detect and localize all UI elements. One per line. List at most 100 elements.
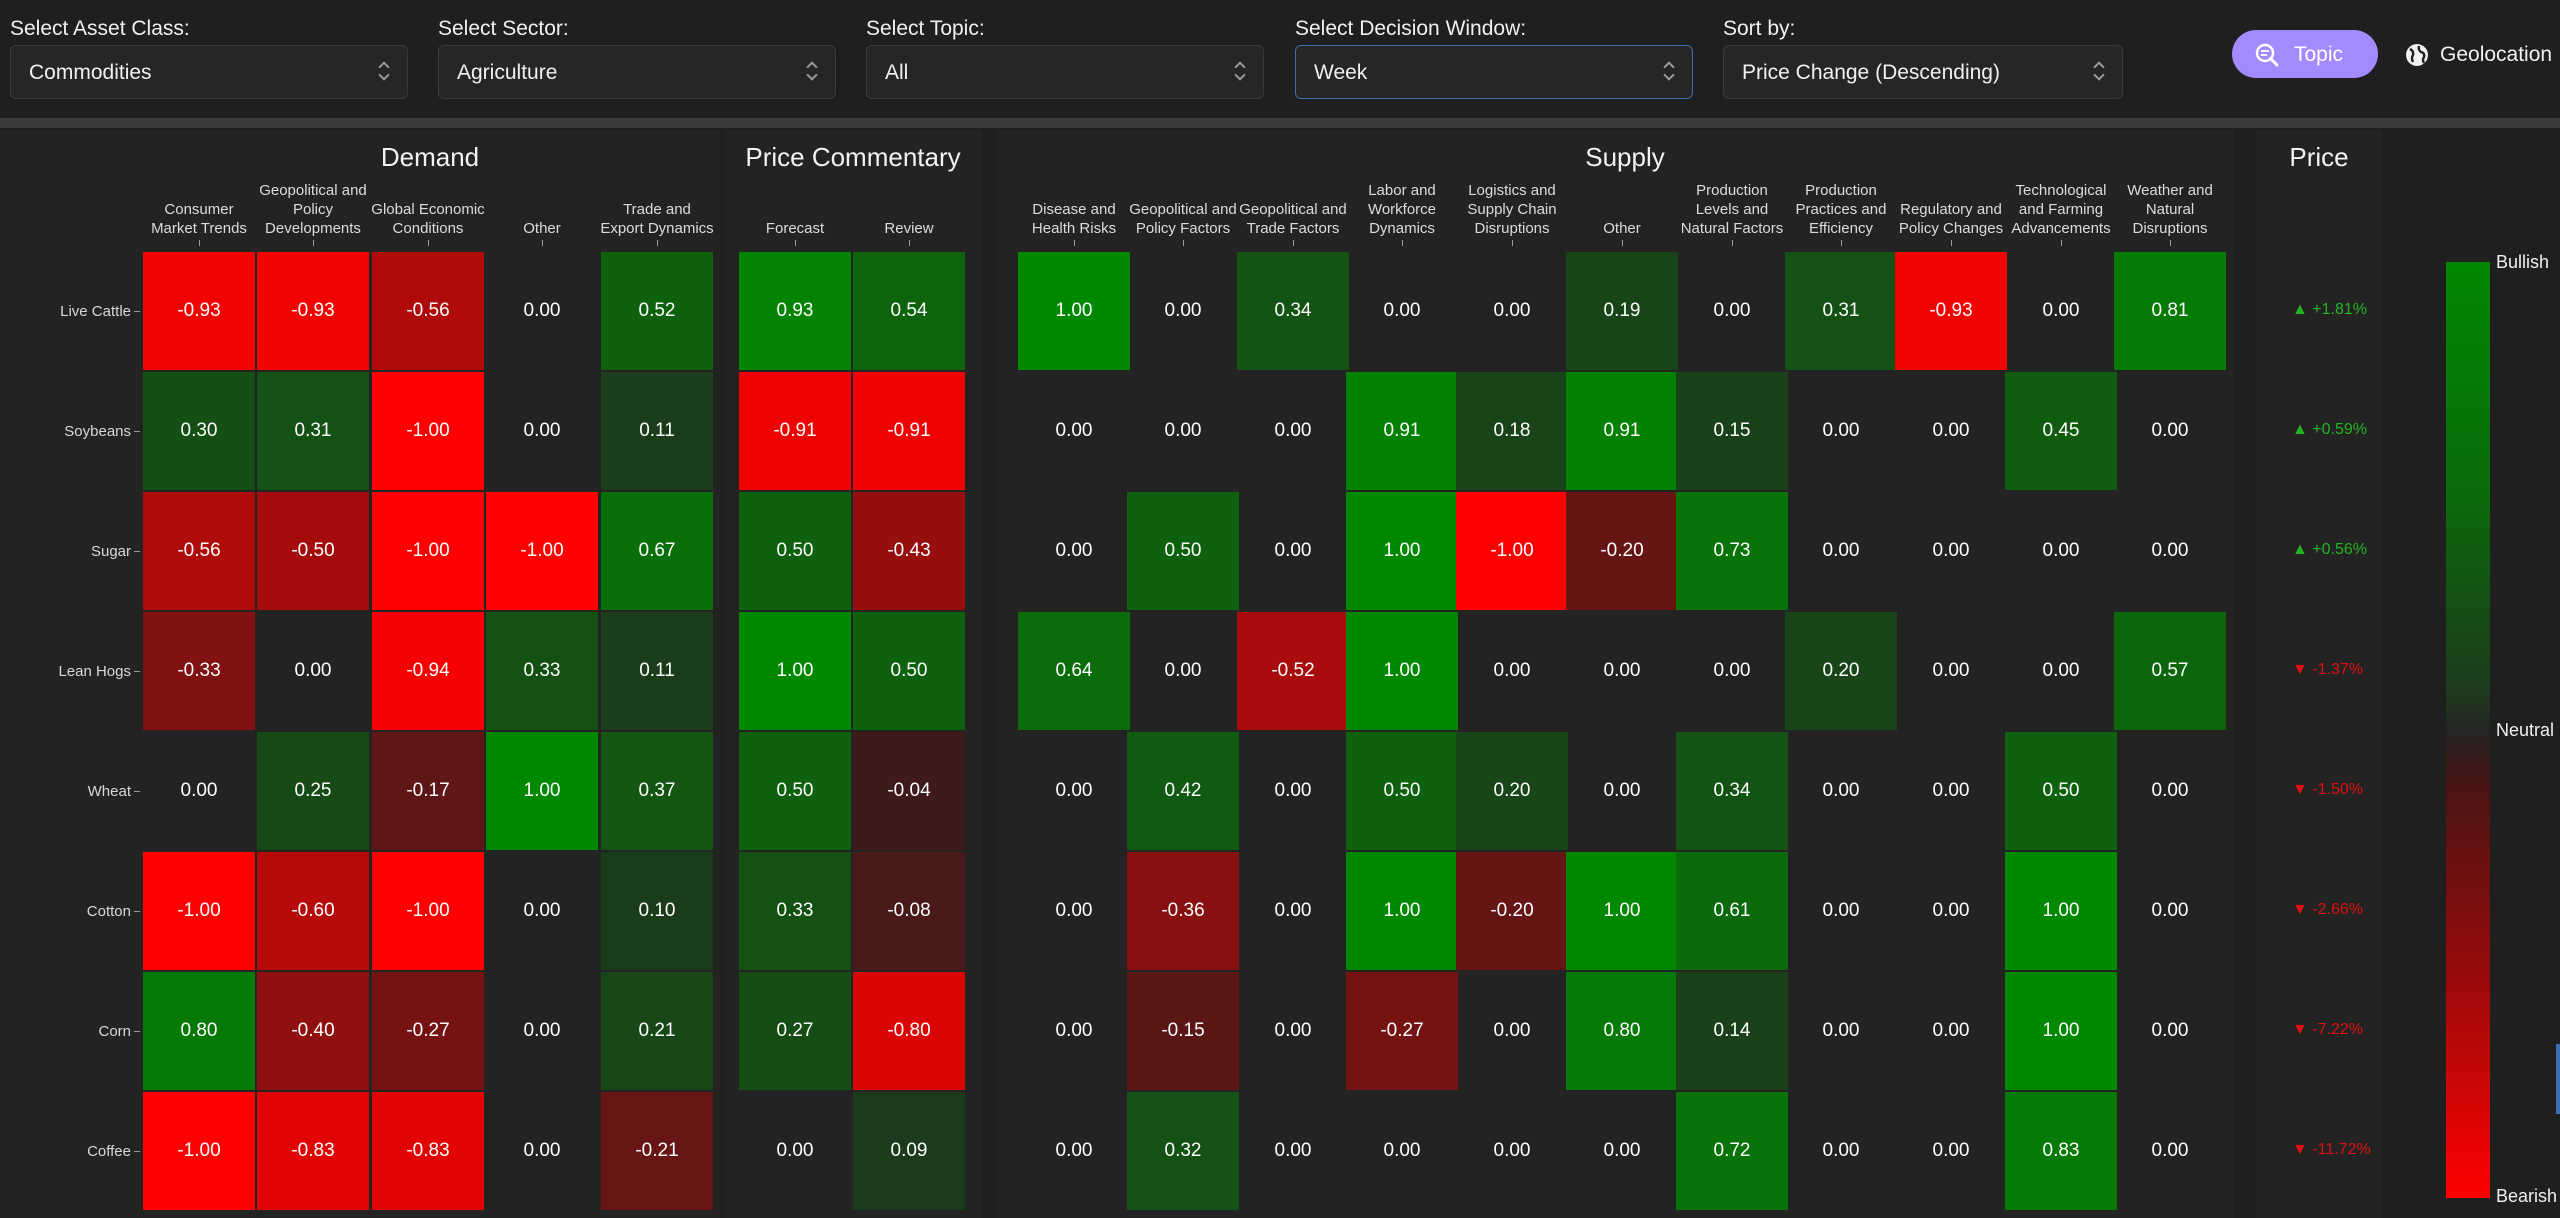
heatmap-cell[interactable]: 1.00	[486, 732, 598, 850]
heatmap-cell[interactable]: 0.00	[2042, 660, 2080, 681]
scroll-indicator[interactable]	[2556, 1044, 2560, 1114]
heatmap-cell[interactable]: 0.00	[1932, 780, 1970, 801]
heatmap-cell[interactable]: -0.08	[853, 852, 965, 970]
heatmap-cell[interactable]: 1.00	[1566, 852, 1678, 970]
heatmap-cell[interactable]: -0.52	[1237, 612, 1349, 730]
heatmap-cell[interactable]: 0.00	[1493, 660, 1531, 681]
heatmap-cell[interactable]: 0.00	[1493, 1140, 1531, 1161]
heatmap-cell[interactable]: 0.00	[1932, 420, 1970, 441]
heatmap-cell[interactable]: 0.00	[1932, 1140, 1970, 1161]
heatmap-cell[interactable]: 0.00	[180, 780, 218, 801]
heatmap-cell[interactable]: -0.33	[143, 612, 255, 730]
heatmap-cell[interactable]: -0.36	[1127, 852, 1239, 970]
heatmap-cell[interactable]: 0.00	[1274, 900, 1312, 921]
heatmap-cell[interactable]: -0.93	[143, 252, 255, 370]
geolocation-view-button[interactable]: Geolocation	[2378, 30, 2552, 78]
sector-select[interactable]: Agriculture	[438, 45, 836, 99]
heatmap-cell[interactable]: 1.00	[1346, 852, 1458, 970]
heatmap-cell[interactable]: 0.37	[601, 732, 713, 850]
heatmap-cell[interactable]: 0.00	[1822, 900, 1860, 921]
heatmap-cell[interactable]: 0.00	[1383, 1140, 1421, 1161]
heatmap-cell[interactable]: 0.52	[601, 252, 713, 370]
heatmap-cell[interactable]: 0.00	[523, 420, 561, 441]
heatmap-cell[interactable]: 0.00	[1932, 1020, 1970, 1041]
heatmap-cell[interactable]: 0.81	[2114, 252, 2226, 370]
heatmap-cell[interactable]: 0.00	[1055, 900, 1093, 921]
heatmap-cell[interactable]: 0.31	[257, 372, 369, 490]
asset-class-select[interactable]: Commodities	[10, 45, 408, 99]
heatmap-cell[interactable]: 0.45	[2005, 372, 2117, 490]
heatmap-cell[interactable]: 0.50	[1346, 732, 1458, 850]
heatmap-cell[interactable]: 0.00	[1164, 660, 1202, 681]
heatmap-cell[interactable]: -0.60	[257, 852, 369, 970]
heatmap-cell[interactable]: 0.27	[739, 972, 851, 1090]
heatmap-cell[interactable]: 0.34	[1676, 732, 1788, 850]
heatmap-cell[interactable]: -0.83	[372, 1092, 484, 1210]
heatmap-cell[interactable]: 0.00	[1822, 780, 1860, 801]
heatmap-cell[interactable]: 0.00	[1822, 1020, 1860, 1041]
heatmap-cell[interactable]: 0.93	[739, 252, 851, 370]
heatmap-cell[interactable]: -0.93	[1895, 252, 2007, 370]
heatmap-cell[interactable]: -0.27	[1346, 972, 1458, 1090]
heatmap-cell[interactable]: -0.27	[372, 972, 484, 1090]
heatmap-cell[interactable]: 0.00	[523, 900, 561, 921]
heatmap-cell[interactable]: 0.91	[1566, 372, 1678, 490]
heatmap-cell[interactable]: 0.15	[1676, 372, 1788, 490]
heatmap-cell[interactable]: 0.34	[1237, 252, 1349, 370]
heatmap-cell[interactable]: 1.00	[2005, 972, 2117, 1090]
heatmap-cell[interactable]: -0.80	[853, 972, 965, 1090]
heatmap-cell[interactable]: -0.50	[257, 492, 369, 610]
heatmap-cell[interactable]: 0.33	[739, 852, 851, 970]
heatmap-cell[interactable]: -0.43	[853, 492, 965, 610]
heatmap-cell[interactable]: 0.21	[601, 972, 713, 1090]
heatmap-cell[interactable]: 0.00	[1164, 300, 1202, 321]
heatmap-cell[interactable]: 0.30	[143, 372, 255, 490]
heatmap-cell[interactable]: 0.00	[1055, 420, 1093, 441]
heatmap-cell[interactable]: 0.31	[1785, 252, 1897, 370]
heatmap-cell[interactable]: -0.93	[257, 252, 369, 370]
heatmap-cell[interactable]: 0.00	[523, 1140, 561, 1161]
heatmap-cell[interactable]: 0.00	[1493, 1020, 1531, 1041]
heatmap-cell[interactable]: 0.42	[1127, 732, 1239, 850]
heatmap-cell[interactable]: 0.83	[2005, 1092, 2117, 1210]
heatmap-cell[interactable]: 0.00	[1603, 1140, 1641, 1161]
heatmap-cell[interactable]: 0.00	[1274, 1020, 1312, 1041]
heatmap-cell[interactable]: 0.25	[257, 732, 369, 850]
heatmap-cell[interactable]: 0.80	[1566, 972, 1678, 1090]
heatmap-cell[interactable]: 0.19	[1566, 252, 1678, 370]
topic-view-button[interactable]: Topic	[2232, 30, 2378, 78]
heatmap-cell[interactable]: 0.61	[1676, 852, 1788, 970]
heatmap-cell[interactable]: -0.56	[372, 252, 484, 370]
heatmap-cell[interactable]: 0.33	[486, 612, 598, 730]
heatmap-cell[interactable]: 0.00	[1713, 300, 1751, 321]
heatmap-cell[interactable]: 0.00	[2151, 1020, 2189, 1041]
heatmap-cell[interactable]: 0.11	[601, 372, 713, 490]
heatmap-cell[interactable]: 0.00	[1822, 1140, 1860, 1161]
heatmap-cell[interactable]: 0.00	[2151, 780, 2189, 801]
heatmap-cell[interactable]: 1.00	[1346, 492, 1458, 610]
heatmap-cell[interactable]: 0.20	[1456, 732, 1568, 850]
heatmap-cell[interactable]: 0.00	[1274, 780, 1312, 801]
heatmap-cell[interactable]: 0.00	[1055, 1020, 1093, 1041]
heatmap-cell[interactable]: -0.04	[853, 732, 965, 850]
heatmap-cell[interactable]: 0.72	[1676, 1092, 1788, 1210]
heatmap-cell[interactable]: 0.20	[1785, 612, 1897, 730]
heatmap-cell[interactable]: -1.00	[1456, 492, 1568, 610]
heatmap-cell[interactable]: 0.80	[143, 972, 255, 1090]
topic-select[interactable]: All	[866, 45, 1264, 99]
heatmap-cell[interactable]: 0.00	[1274, 1140, 1312, 1161]
heatmap-cell[interactable]: 0.00	[523, 300, 561, 321]
heatmap-cell[interactable]: 0.73	[1676, 492, 1788, 610]
heatmap-cell[interactable]: 0.11	[601, 612, 713, 730]
heatmap-cell[interactable]: 0.00	[2151, 900, 2189, 921]
heatmap-cell[interactable]: 1.00	[1346, 612, 1458, 730]
heatmap-cell[interactable]: -0.91	[739, 372, 851, 490]
heatmap-cell[interactable]: -1.00	[486, 492, 598, 610]
heatmap-cell[interactable]: 0.00	[1055, 540, 1093, 561]
heatmap-cell[interactable]: -1.00	[143, 852, 255, 970]
heatmap-cell[interactable]: 0.32	[1127, 1092, 1239, 1210]
heatmap-cell[interactable]: -0.94	[372, 612, 484, 730]
heatmap-cell[interactable]: 0.50	[1127, 492, 1239, 610]
heatmap-cell[interactable]: 1.00	[739, 612, 851, 730]
heatmap-cell[interactable]: 0.50	[2005, 732, 2117, 850]
